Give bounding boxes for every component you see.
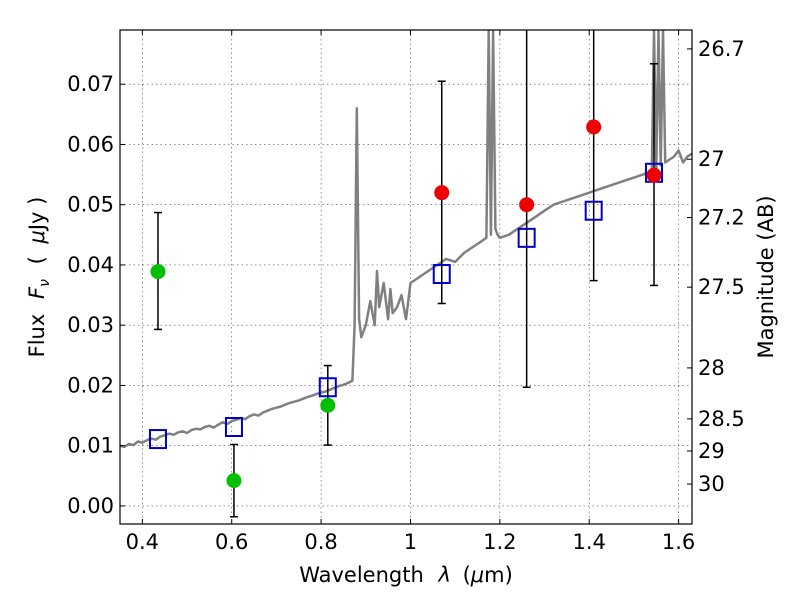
y-tick-label: 0.01	[67, 434, 114, 458]
x-tick-label: 0.4	[126, 530, 159, 554]
y-axis-unit-open: (	[25, 256, 49, 264]
model-photometry-square	[517, 227, 536, 248]
y-axis-symbol-sub: ν	[37, 279, 53, 287]
y-tick-label: 0.07	[67, 72, 114, 96]
y-axis-label-text: Flux	[25, 314, 49, 358]
model-photometry-square	[584, 200, 603, 221]
y2-tick-label: 27.2	[698, 206, 745, 230]
x-axis-label-text: Wavelength	[299, 563, 424, 587]
y2-tick-label: 26.7	[698, 37, 745, 61]
y-axis-unit-rest: Jy )	[25, 197, 49, 233]
y2-tick-label: 27.5	[698, 275, 745, 299]
y2-tick-label: 30	[698, 472, 725, 496]
model-photometry-square	[148, 429, 167, 450]
model-photometry-square	[318, 377, 337, 398]
x-axis-unit-mu: μ	[470, 563, 484, 587]
model-photometry-square	[224, 417, 243, 438]
red-data-point	[646, 167, 662, 183]
red-data-point	[519, 197, 535, 213]
y-axis-unit-mu: μ	[25, 230, 49, 244]
y-tick-label: 0.02	[67, 373, 114, 397]
axis-ticks: 0.4 0.6 0.8 1 1.2 1.4 1.6 0.00 0.01 0.02 0.03 0.04 0…	[67, 30, 745, 554]
green-data-point	[320, 397, 336, 413]
plot-area	[120, 30, 692, 518]
y-tick-label: 0.06	[67, 132, 114, 156]
green-data-point	[150, 264, 166, 280]
x-axis-unit-rest: m)	[484, 563, 513, 587]
x-tick-label: 1.6	[662, 530, 695, 554]
grid	[120, 30, 692, 524]
y-tick-label: 0.05	[67, 193, 114, 217]
plot-frame	[119, 29, 693, 525]
x-tick-label: 0.6	[215, 530, 248, 554]
x-axis-symbol: λ	[437, 563, 450, 587]
green-data-point	[226, 473, 242, 489]
y2-tick-label: 29	[698, 439, 725, 463]
y2-tick-label: 28	[698, 356, 725, 380]
x-axis-label: Wavelength λ (μm)	[299, 563, 513, 587]
sed-spectrum-line	[120, 30, 692, 449]
y2-tick-label: 27	[698, 147, 725, 171]
x-tick-label: 1	[404, 530, 417, 554]
y-tick-label: 0.04	[67, 253, 114, 277]
y2-tick-label: 28.5	[698, 407, 745, 431]
x-tick-label: 1.2	[483, 530, 516, 554]
y-tick-label: 0.00	[67, 494, 114, 518]
y-axis-symbol: F	[25, 286, 49, 299]
red-data-point	[586, 119, 602, 135]
x-tick-label: 1.4	[573, 530, 606, 554]
y-tick-label: 0.03	[67, 313, 114, 337]
x-axis-unit-open: (	[463, 563, 471, 587]
y2-axis-label: Magnitude (AB)	[754, 195, 778, 358]
y-axis-label: Flux Fν ( μJy )	[25, 197, 54, 358]
x-tick-label: 0.8	[304, 530, 337, 554]
model-photometry-square	[432, 263, 451, 284]
red-data-point	[434, 185, 450, 201]
